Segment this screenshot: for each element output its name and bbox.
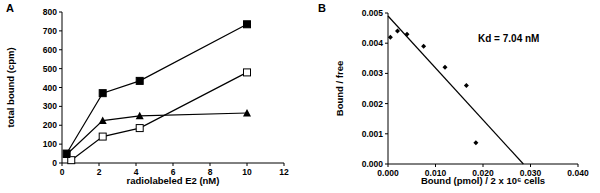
panel: A0100200300400500600700800024681012radio… bbox=[5, 2, 289, 186]
x-tick-label: 12 bbox=[279, 167, 289, 177]
y-axis-label: total bound (cpm) bbox=[5, 47, 16, 127]
y-tick bbox=[385, 43, 388, 44]
y-tick-label: 400 bbox=[43, 83, 57, 93]
x-tick bbox=[62, 163, 63, 166]
y-tick-label: 0.001 bbox=[362, 129, 384, 139]
y-tick-label: 500 bbox=[43, 64, 57, 74]
x-tick bbox=[578, 164, 579, 167]
data-point bbox=[244, 69, 251, 76]
y-axis-line bbox=[388, 13, 389, 164]
data-point bbox=[388, 35, 393, 40]
y-tick-label: 200 bbox=[43, 120, 57, 130]
figure: A0100200300400500600700800024681012radio… bbox=[0, 0, 600, 193]
x-tick-label: 0 bbox=[60, 167, 65, 177]
panel-label: A bbox=[6, 2, 14, 14]
x-tick-label: 2 bbox=[97, 167, 102, 177]
x-tick bbox=[173, 163, 174, 166]
chart-svg: A0100200300400500600700800024681012radio… bbox=[0, 0, 600, 193]
y-tick bbox=[59, 87, 62, 88]
x-tick bbox=[388, 164, 389, 167]
y-tick-label: 0.005 bbox=[362, 8, 384, 18]
data-point bbox=[464, 83, 469, 88]
y-tick-label: 100 bbox=[43, 139, 57, 149]
data-point bbox=[136, 112, 144, 120]
data-point bbox=[395, 29, 400, 34]
x-tick bbox=[247, 163, 248, 166]
x-tick bbox=[210, 163, 211, 166]
y-tick bbox=[59, 49, 62, 50]
y-tick bbox=[59, 144, 62, 145]
data-point bbox=[443, 65, 448, 70]
data-point bbox=[99, 90, 106, 97]
y-tick-label: 300 bbox=[43, 101, 57, 111]
x-tick-label: 10 bbox=[242, 167, 252, 177]
y-tick-label: 800 bbox=[43, 7, 57, 17]
x-axis-label: Bound (pmol) / 2 x 10⁶ cells bbox=[421, 175, 545, 186]
y-tick-label: 0.004 bbox=[362, 38, 384, 48]
data-point bbox=[63, 151, 71, 159]
x-tick bbox=[435, 164, 436, 167]
x-tick bbox=[483, 164, 484, 167]
data-point bbox=[421, 44, 426, 49]
x-tick-label: 0.040 bbox=[567, 168, 589, 178]
series-line bbox=[71, 72, 247, 160]
y-tick bbox=[59, 125, 62, 126]
x-tick bbox=[99, 163, 100, 166]
y-tick bbox=[385, 133, 388, 134]
y-tick bbox=[385, 73, 388, 74]
plot-area bbox=[63, 21, 251, 164]
x-axis-label: radiolabeled E2 (nM) bbox=[127, 175, 220, 186]
y-tick-label: 600 bbox=[43, 45, 57, 55]
annotation: Kd = 7.04 nM bbox=[478, 33, 539, 44]
x-tick bbox=[284, 163, 285, 166]
data-point bbox=[99, 133, 106, 140]
y-tick-label: 0.002 bbox=[362, 99, 384, 109]
panel: B0.0000.0010.0020.0030.0040.0050.0000.01… bbox=[318, 2, 589, 186]
y-tick bbox=[59, 12, 62, 13]
y-tick bbox=[59, 68, 62, 69]
y-tick-label: 700 bbox=[43, 26, 57, 36]
series-line bbox=[67, 24, 247, 153]
data-point bbox=[243, 109, 251, 117]
y-tick bbox=[59, 106, 62, 107]
x-tick bbox=[530, 164, 531, 167]
y-tick-label: 0.003 bbox=[362, 68, 384, 78]
x-tick bbox=[136, 163, 137, 166]
y-tick-label: 0 bbox=[52, 158, 57, 168]
x-tick-label: 0.000 bbox=[377, 168, 399, 178]
y-axis-label: Bound / free bbox=[334, 61, 345, 116]
y-tick bbox=[385, 103, 388, 104]
data-point bbox=[244, 21, 251, 28]
data-point bbox=[136, 77, 143, 84]
series-line bbox=[67, 113, 247, 155]
panel-label: B bbox=[318, 2, 326, 14]
data-point bbox=[136, 125, 143, 132]
y-tick bbox=[385, 13, 388, 14]
data-point bbox=[63, 150, 70, 157]
data-point bbox=[473, 140, 478, 145]
y-tick bbox=[59, 30, 62, 31]
data-point bbox=[99, 117, 107, 125]
